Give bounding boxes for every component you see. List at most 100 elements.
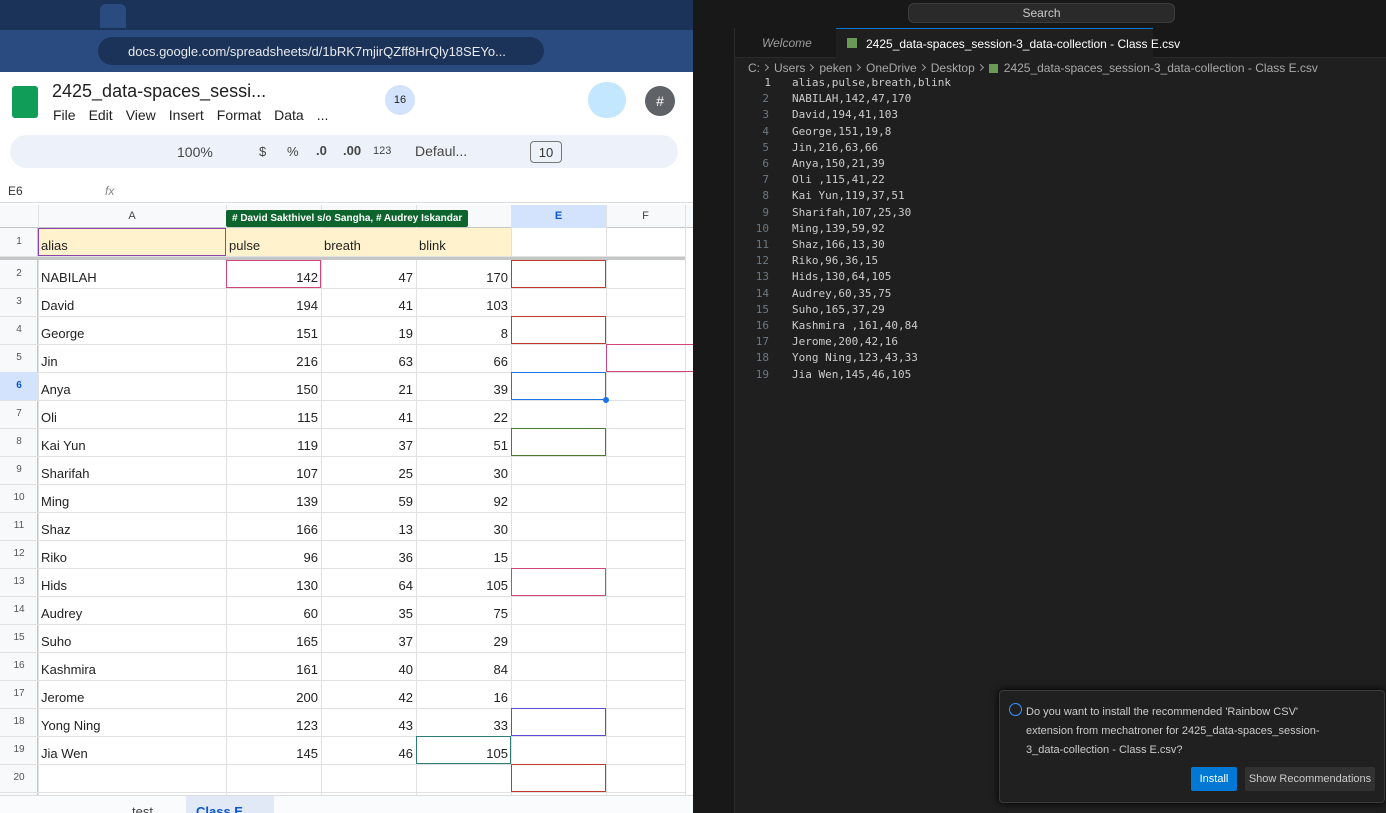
avatar[interactable]: # [645, 86, 675, 116]
cell[interactable]: Suho [41, 634, 72, 649]
cell[interactable]: 37 [398, 634, 413, 649]
cell[interactable]: 39 [493, 382, 508, 397]
cell[interactable]: 35 [398, 606, 413, 621]
cell[interactable]: 42 [398, 690, 413, 705]
address-bar[interactable]: docs.google.com/spreadsheets/d/1bRK7mjir… [98, 37, 544, 65]
cell[interactable]: Jia Wen [41, 746, 88, 761]
cell[interactable]: 84 [493, 662, 508, 677]
cell[interactable]: 142 [296, 270, 318, 285]
sheets-logo[interactable] [12, 86, 38, 118]
cell[interactable]: Jerome [41, 690, 85, 705]
cell[interactable]: Hids [41, 578, 68, 593]
cell[interactable]: 8 [500, 326, 508, 341]
cell[interactable]: George [41, 326, 85, 341]
cell[interactable]: David [41, 298, 75, 313]
command-center[interactable]: Search [908, 3, 1175, 23]
cell[interactable]: 51 [493, 438, 508, 453]
cell[interactable]: 194 [296, 298, 318, 313]
cell[interactable]: Shaz [41, 522, 71, 537]
cell[interactable]: 200 [296, 690, 318, 705]
decrease-decimal[interactable]: .0 [316, 143, 327, 158]
cell[interactable]: 29 [493, 634, 508, 649]
cell[interactable]: 105 [486, 578, 508, 593]
menu-item[interactable]: Data [274, 107, 304, 123]
menu-item[interactable]: File [53, 107, 76, 123]
cell[interactable]: NABILAH [41, 270, 97, 285]
cell[interactable]: 41 [398, 410, 413, 425]
cell[interactable]: Kai Yun [41, 438, 86, 453]
cell[interactable]: 151 [296, 326, 318, 341]
cell[interactable]: 47 [398, 270, 413, 285]
cell[interactable]: 25 [398, 466, 413, 481]
doc-title[interactable]: 2425_data-spaces_sessi... [52, 81, 267, 101]
recommendations-button[interactable]: Show Recommendations [1245, 767, 1375, 791]
breadcrumb-item[interactable]: Desktop [930, 61, 975, 75]
cell[interactable]: Sharifah [41, 466, 90, 481]
install-button[interactable]: Install [1191, 767, 1237, 791]
cell[interactable]: Ming [41, 494, 70, 509]
cell[interactable]: 170 [486, 270, 508, 285]
cell[interactable]: alias [41, 238, 68, 253]
cell[interactable]: 59 [398, 494, 413, 509]
cell[interactable]: 216 [296, 354, 318, 369]
menu-item[interactable]: Edit [88, 107, 113, 123]
cell[interactable]: Riko [41, 550, 68, 565]
cell[interactable]: 165 [296, 634, 318, 649]
cell[interactable]: 105 [486, 746, 508, 761]
active-tab[interactable] [100, 4, 126, 28]
cell[interactable]: Anya [41, 382, 71, 397]
cell[interactable]: 16 [493, 690, 508, 705]
name-box[interactable]: E6 [8, 184, 23, 198]
cell[interactable]: 21 [398, 382, 413, 397]
cell[interactable]: 130 [296, 578, 318, 593]
cell[interactable]: 96 [303, 550, 318, 565]
font-size[interactable]: 10 [530, 141, 562, 163]
breadcrumb-item[interactable]: 2425_data-spaces_session-3_data-collecti… [1003, 61, 1318, 75]
cell[interactable]: Oli [41, 410, 57, 425]
editor-tab-active[interactable]: 2425_data-spaces_session-3_data-collecti… [836, 28, 1180, 58]
cell[interactable]: 161 [296, 662, 318, 677]
cell[interactable]: 64 [398, 578, 413, 593]
cell[interactable]: 13 [398, 522, 413, 537]
presence-badge[interactable]: 16 [385, 85, 415, 115]
cell[interactable]: Yong Ning [41, 718, 101, 733]
cell[interactable]: Jin [41, 354, 58, 369]
cell[interactable]: 19 [398, 326, 413, 341]
cell[interactable]: Audrey [41, 606, 83, 621]
cell[interactable]: 107 [296, 466, 318, 481]
cell[interactable]: 36 [398, 550, 413, 565]
cell[interactable]: 166 [296, 522, 318, 537]
cell[interactable]: 139 [296, 494, 318, 509]
cell[interactable]: 33 [493, 718, 508, 733]
cell[interactable]: 119 [297, 438, 318, 453]
currency[interactable]: $ [259, 144, 267, 159]
cell[interactable]: 103 [486, 298, 508, 313]
breadcrumb-item[interactable]: OneDrive [866, 61, 917, 75]
number-format[interactable]: 123 [373, 145, 392, 157]
breadcrumb-item[interactable]: C: [748, 61, 760, 75]
zoom[interactable]: 100% [177, 144, 213, 160]
cell[interactable]: 66 [493, 354, 508, 369]
cell[interactable]: 46 [398, 746, 413, 761]
cell[interactable]: 75 [493, 606, 508, 621]
cell[interactable]: 15 [493, 550, 508, 565]
breadcrumb-item[interactable]: peken [819, 61, 853, 75]
editor-tab[interactable]: Welcome [762, 36, 812, 50]
cell[interactable]: 37 [398, 438, 413, 453]
cell[interactable]: 92 [493, 494, 508, 509]
share-button[interactable] [588, 82, 626, 118]
increase-decimal[interactable]: .00 [343, 143, 362, 158]
cell[interactable]: 115 [297, 410, 318, 425]
cell[interactable]: 63 [398, 354, 413, 369]
cell[interactable]: 150 [296, 382, 318, 397]
cell[interactable]: Kashmira [41, 662, 96, 677]
cell[interactable]: 145 [296, 746, 318, 761]
cell[interactable]: 123 [296, 718, 318, 733]
cell[interactable]: 41 [398, 298, 413, 313]
cell[interactable]: 40 [398, 662, 413, 677]
cell[interactable]: 22 [493, 410, 508, 425]
sheet-tab[interactable]: test [132, 804, 153, 813]
cell[interactable]: pulse [229, 238, 261, 253]
sheet-tab[interactable]: Class E [196, 804, 243, 813]
cell[interactable]: 30 [493, 522, 508, 537]
